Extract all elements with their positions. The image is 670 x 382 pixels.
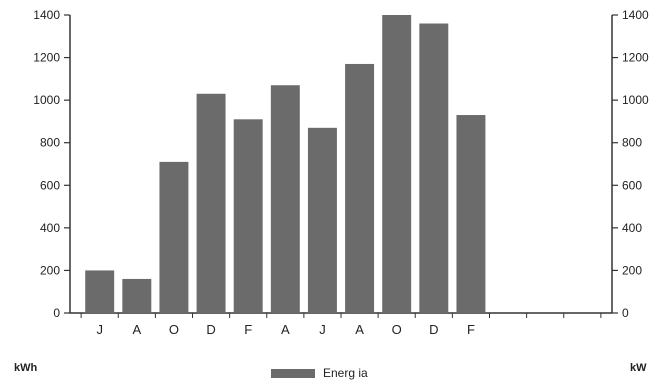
left-y-tick-label: 1400 (33, 8, 60, 22)
bar (419, 23, 449, 314)
x-category-label: F (244, 322, 252, 337)
labels: 0 200 400 600 800 1000 1200 1400 0 200 400 600 800 10… (33, 8, 649, 337)
x-category-label: F (467, 322, 475, 337)
left-y-tick-label: 1200 (33, 51, 60, 65)
x-category-label: O (392, 322, 402, 337)
legend-swatch (271, 368, 315, 378)
bar (85, 270, 115, 313)
bars (85, 15, 486, 314)
left-y-tick-label: 200 (40, 263, 60, 277)
left-y-tick-label: 0 (53, 306, 60, 320)
x-category-label: J (319, 322, 326, 337)
right-y-tick-label: 200 (622, 263, 642, 277)
legend-label: Energ ia (323, 366, 368, 380)
bar (456, 115, 486, 314)
x-category-label: D (206, 322, 215, 337)
bar (270, 85, 300, 313)
right-y-tick-label: 1000 (622, 93, 649, 107)
x-category-label: A (132, 322, 141, 337)
left-y-tick-label: 800 (40, 136, 60, 150)
x-category-label: O (169, 322, 179, 337)
bar (307, 127, 337, 313)
right-y-tick-label: 600 (622, 178, 642, 192)
x-category-label: J (96, 322, 103, 337)
x-category-label: A (281, 322, 290, 337)
right-y-tick-label: 1200 (622, 51, 649, 65)
bar (382, 15, 412, 313)
axes (64, 14, 618, 318)
left-y-tick-label: 400 (40, 221, 60, 235)
right-axis-unit: kW (630, 362, 647, 374)
legend: Energ ia (271, 366, 368, 380)
right-y-tick-label: 800 (622, 136, 642, 150)
right-y-tick-label: 0 (622, 306, 629, 320)
bar (196, 93, 226, 313)
bar (159, 161, 189, 313)
left-y-tick-label: 600 (40, 178, 60, 192)
x-category-label: A (355, 322, 364, 337)
bar (122, 278, 152, 313)
x-category-label: D (429, 322, 438, 337)
bar (233, 119, 263, 313)
right-y-tick-label: 1400 (622, 8, 649, 22)
left-y-tick-label: 1000 (33, 93, 60, 107)
bar (345, 63, 375, 314)
right-y-tick-label: 400 (622, 221, 642, 235)
left-axis-unit: kWh (14, 362, 38, 374)
